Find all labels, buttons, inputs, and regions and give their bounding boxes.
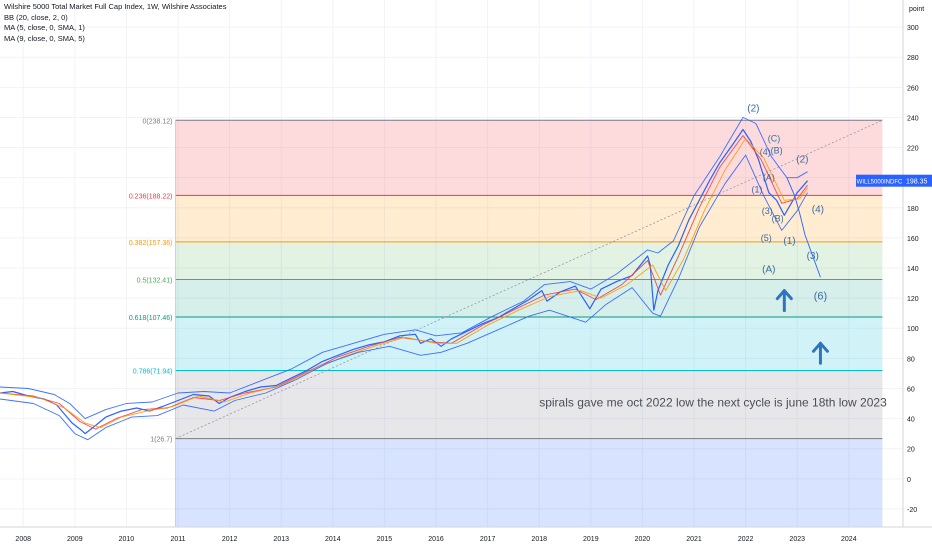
fib-level-label: 0.786(71.94) — [133, 368, 173, 375]
wave-label[interactable]: (4) — [812, 204, 824, 215]
wave-label[interactable]: (1) — [783, 236, 795, 247]
wave-label[interactable]: (B) — [772, 213, 784, 223]
fib-zone — [175, 195, 883, 242]
projection-line[interactable] — [786, 177, 821, 278]
price-axis[interactable] — [903, 0, 932, 527]
price-tick-label: 0 — [907, 477, 911, 484]
time-tick-label: 2021 — [686, 536, 702, 543]
fib-zone — [175, 241, 883, 280]
last-value-tag[interactable] — [903, 174, 932, 187]
chart-legend: Wilshire 5000 Total Market Full Cap Inde… — [4, 2, 226, 44]
price-tick-label: 160 — [907, 236, 919, 243]
time-tick-label: 2017 — [480, 536, 496, 543]
fib-zone — [175, 279, 883, 318]
time-tick-label: 2008 — [15, 536, 31, 543]
time-tick-label: 2010 — [119, 536, 135, 543]
fib-level-label: 1(26.7) — [150, 437, 172, 444]
arrow-up-icon[interactable] — [811, 341, 829, 353]
time-tick-label: 2023 — [789, 536, 805, 543]
fib-zone — [175, 438, 883, 527]
fib-level-label: 0.5(132.41) — [137, 277, 173, 284]
price-tick-label: 260 — [907, 85, 919, 92]
bb-upper-line[interactable] — [0, 116, 808, 420]
time-tick-label: 2020 — [635, 536, 651, 543]
price-tick-label: 300 — [907, 25, 919, 32]
symbol-tag[interactable] — [856, 174, 903, 187]
ma-5-line[interactable] — [0, 135, 808, 430]
arrow-up-icon[interactable] — [775, 289, 793, 301]
bb-lower-line[interactable] — [0, 154, 808, 441]
wave-label[interactable]: (3) — [807, 251, 819, 262]
wave-label[interactable]: (1) — [751, 185, 762, 195]
trend-line[interactable] — [175, 119, 883, 439]
fib-zone — [175, 120, 883, 196]
price-tick-label: 140 — [907, 266, 919, 273]
time-tick-label: 2013 — [273, 536, 289, 543]
fib-level-label: 0(238.12) — [142, 118, 172, 125]
chart-title: Wilshire 5000 Total Market Full Cap Inde… — [4, 2, 227, 11]
time-tick-label: 2022 — [738, 536, 754, 543]
indicator-bb[interactable]: BB (20, close, 2, 0) — [4, 12, 68, 22]
last-value-tag-label: 198.35 — [906, 179, 928, 186]
wave-label[interactable]: (C) — [768, 134, 781, 144]
indicator-ma-5[interactable]: MA (5, close, 0, SMA, 1) — [4, 23, 85, 32]
wave-label[interactable]: (6) — [814, 291, 827, 303]
time-tick-label: 2015 — [377, 536, 393, 543]
price-axis-title: point — [909, 6, 924, 13]
wave-label[interactable]: (A) — [763, 173, 775, 183]
wave-label[interactable]: (2) — [796, 155, 808, 166]
price-tick-label: 180 — [907, 206, 919, 213]
fib-zone — [175, 317, 883, 371]
time-tick-label: 2009 — [67, 536, 83, 543]
wave-label[interactable]: (5) — [761, 233, 772, 243]
price-tick-label: 280 — [907, 55, 919, 62]
time-tick-label: 2016 — [428, 536, 444, 543]
price-tick-label: 40 — [907, 417, 915, 424]
wave-label[interactable]: (3) — [762, 206, 773, 216]
wave-label[interactable]: (4) — [760, 147, 771, 157]
plot-background — [0, 0, 903, 527]
ma-9-line[interactable] — [0, 138, 808, 429]
price-tick-label: 20 — [907, 447, 915, 454]
wave-label[interactable]: (2) — [747, 103, 759, 114]
price-tick-label: 80 — [907, 356, 915, 363]
wave-label[interactable]: (B) — [771, 146, 783, 156]
price-tick-label: -20 — [907, 507, 917, 514]
time-tick-label: 2024 — [841, 536, 857, 543]
indicator-ma-9[interactable]: MA (9, close, 0, SMA, 5) — [4, 33, 85, 43]
fib-level-label: 0.618(107.46) — [129, 315, 173, 322]
price-tick-label: 220 — [907, 146, 919, 153]
time-tick-label: 2011 — [170, 536, 185, 543]
price-tick-label: 100 — [907, 326, 919, 333]
fib-level-label: 0.236(188.22) — [129, 193, 173, 200]
symbol-tag-label: WILL5000INDFC — [857, 180, 903, 186]
time-tick-label: 2018 — [531, 536, 547, 543]
time-tick-label: 2012 — [222, 536, 238, 543]
time-tick-label: 2014 — [325, 536, 341, 543]
price-tick-label: 240 — [907, 115, 919, 122]
price-tick-label: 60 — [907, 386, 915, 393]
fib-zone — [175, 370, 883, 439]
annotation-note[interactable]: spirals gave me oct 2022 low the next cy… — [539, 396, 887, 410]
fib-level-label: 0.382(157.36) — [129, 240, 173, 247]
time-tick-label: 2019 — [583, 536, 599, 543]
price-tick-label: 120 — [907, 296, 919, 303]
time-axis[interactable] — [0, 527, 932, 550]
wave-label[interactable]: (A) — [762, 265, 775, 276]
